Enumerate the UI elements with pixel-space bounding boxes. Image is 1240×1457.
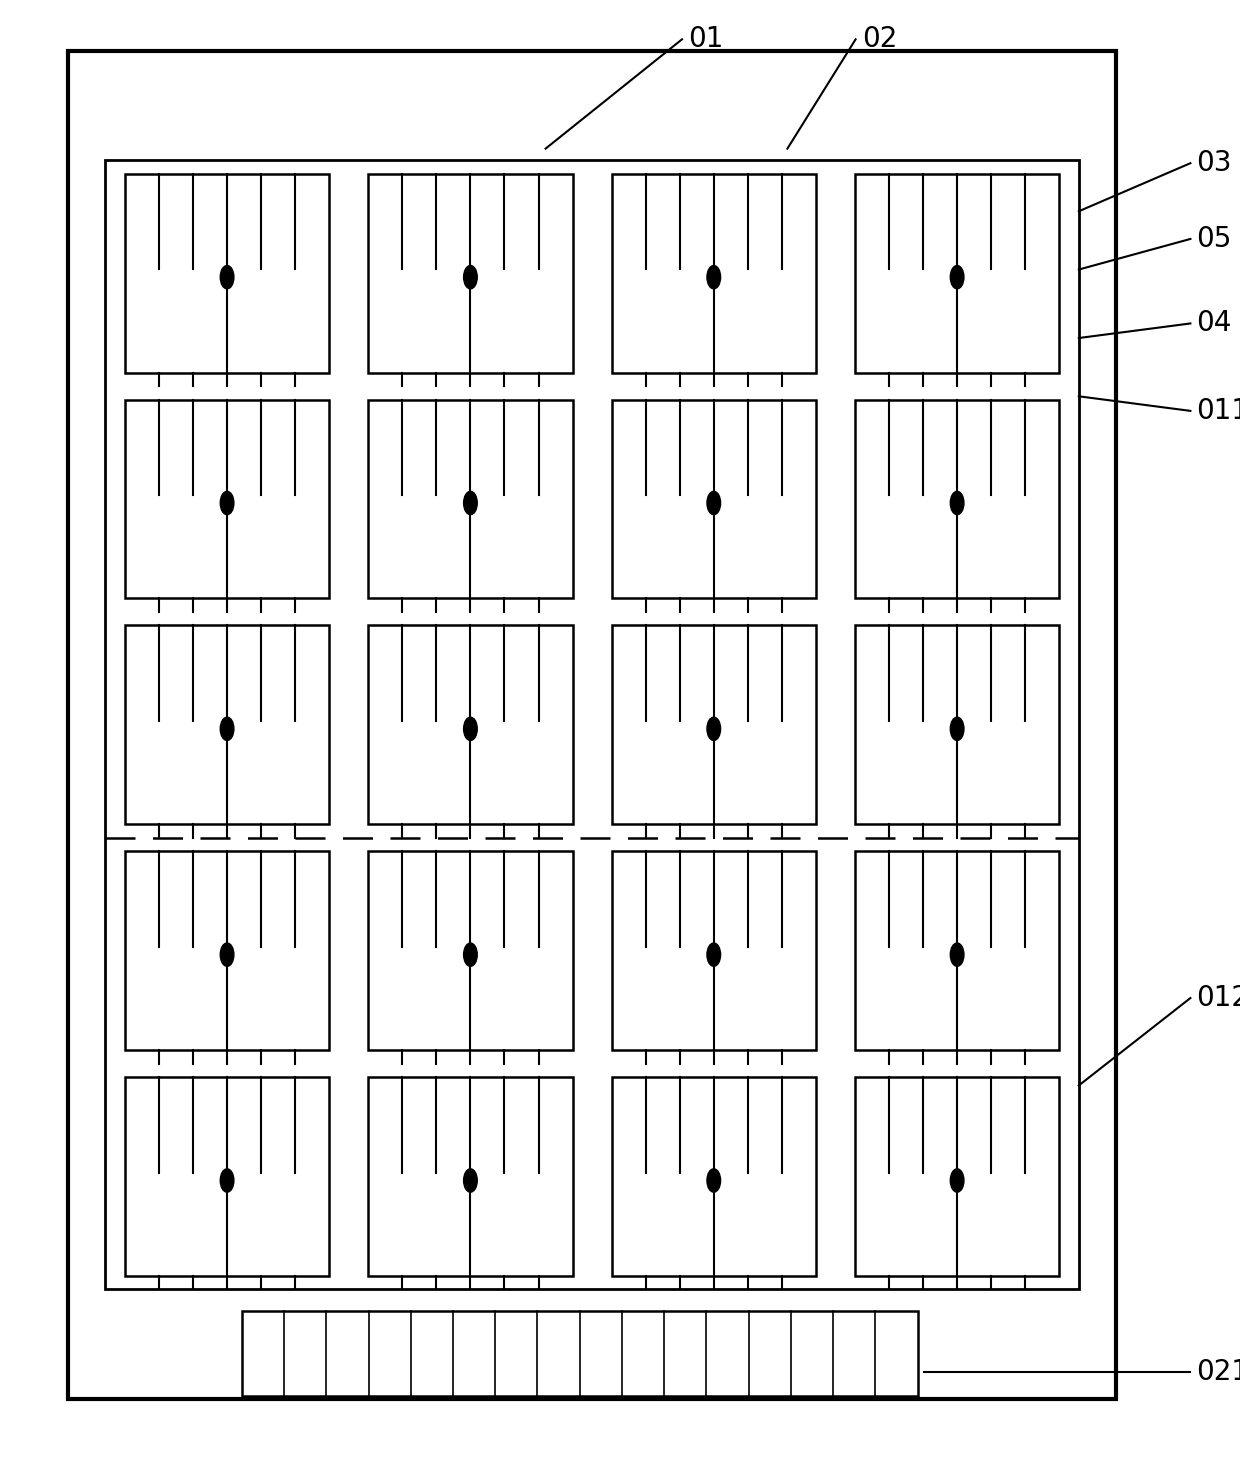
Bar bbox=[125, 851, 330, 1050]
Bar bbox=[368, 173, 573, 373]
Ellipse shape bbox=[707, 943, 720, 966]
Ellipse shape bbox=[464, 1169, 477, 1192]
Text: 04: 04 bbox=[1197, 309, 1233, 338]
Bar bbox=[854, 399, 1059, 599]
Bar bbox=[611, 1077, 816, 1276]
Bar bbox=[854, 173, 1059, 373]
Ellipse shape bbox=[221, 1169, 234, 1192]
Ellipse shape bbox=[464, 943, 477, 966]
Text: 012: 012 bbox=[1197, 983, 1240, 1013]
Ellipse shape bbox=[707, 265, 720, 288]
Bar bbox=[242, 1311, 918, 1396]
Ellipse shape bbox=[950, 491, 963, 514]
Ellipse shape bbox=[464, 491, 477, 514]
Text: 02: 02 bbox=[862, 25, 898, 54]
Text: 01: 01 bbox=[688, 25, 724, 54]
Bar bbox=[368, 399, 573, 599]
Ellipse shape bbox=[950, 943, 963, 966]
Bar bbox=[368, 851, 573, 1050]
Bar bbox=[125, 1077, 330, 1276]
Text: 011: 011 bbox=[1197, 396, 1240, 425]
Ellipse shape bbox=[707, 717, 720, 740]
Bar bbox=[611, 625, 816, 825]
Bar bbox=[125, 399, 330, 599]
Bar bbox=[611, 399, 816, 599]
Ellipse shape bbox=[707, 491, 720, 514]
Ellipse shape bbox=[464, 265, 477, 288]
Bar bbox=[105, 160, 1079, 1289]
Bar bbox=[854, 625, 1059, 825]
Text: 021: 021 bbox=[1197, 1358, 1240, 1387]
Text: 05: 05 bbox=[1197, 224, 1233, 254]
Text: 03: 03 bbox=[1197, 149, 1233, 178]
Bar bbox=[368, 625, 573, 825]
Ellipse shape bbox=[221, 943, 234, 966]
Ellipse shape bbox=[464, 717, 477, 740]
Bar bbox=[68, 51, 1116, 1399]
Ellipse shape bbox=[950, 265, 963, 288]
Ellipse shape bbox=[221, 717, 234, 740]
Bar bbox=[854, 851, 1059, 1050]
Bar bbox=[125, 173, 330, 373]
Bar bbox=[125, 625, 330, 825]
Bar bbox=[368, 1077, 573, 1276]
Ellipse shape bbox=[221, 491, 234, 514]
Ellipse shape bbox=[707, 1169, 720, 1192]
Bar bbox=[854, 1077, 1059, 1276]
Ellipse shape bbox=[221, 265, 234, 288]
Bar bbox=[611, 851, 816, 1050]
Ellipse shape bbox=[950, 717, 963, 740]
Ellipse shape bbox=[950, 1169, 963, 1192]
Bar bbox=[611, 173, 816, 373]
